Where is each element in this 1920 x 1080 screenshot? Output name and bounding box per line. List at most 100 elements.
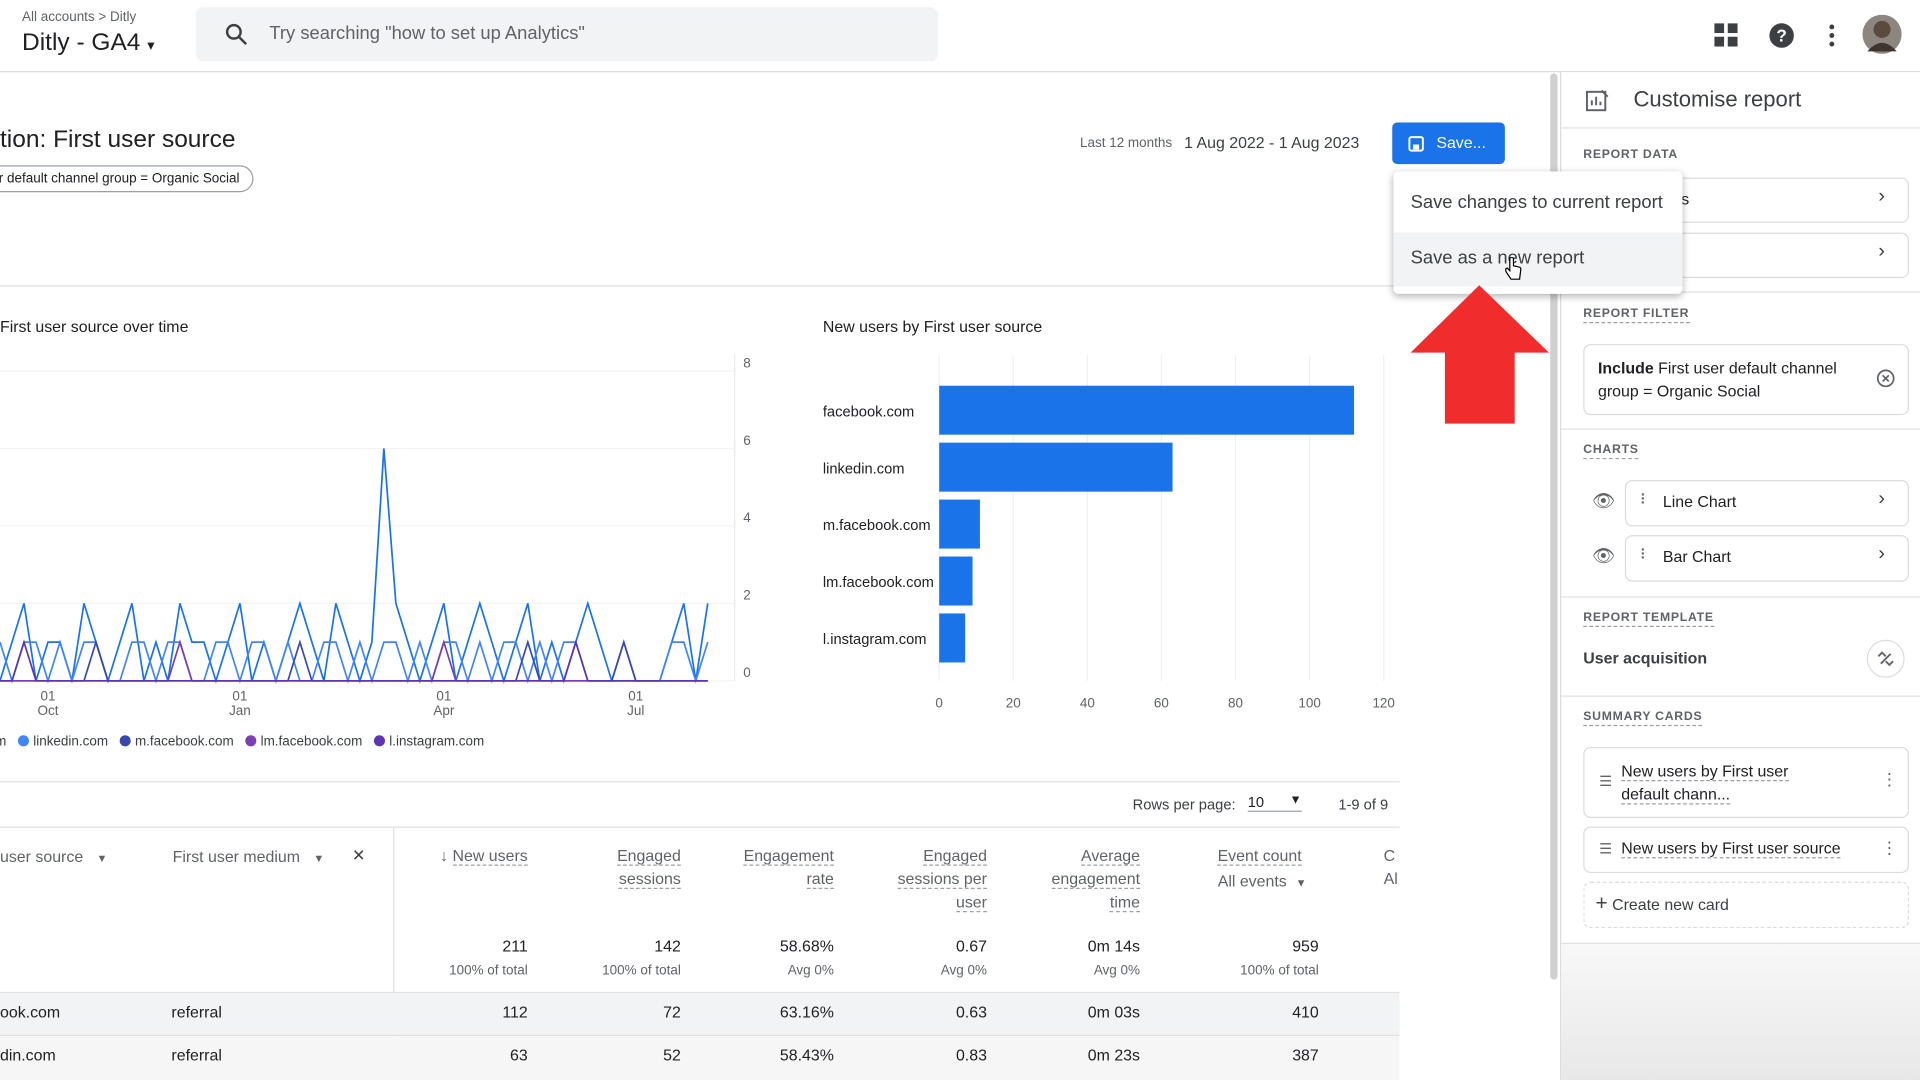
cell: 410 — [1292, 1002, 1319, 1022]
legend-marker — [119, 735, 131, 747]
menu-hover — [1393, 232, 1683, 287]
column-divider — [393, 826, 395, 1080]
summary-card[interactable] — [1583, 826, 1909, 874]
y-tick-label: 6 — [743, 433, 750, 448]
total-sub: 100% of total — [449, 963, 528, 979]
divider — [1561, 428, 1920, 430]
x-tick-label: 01 Jan — [229, 688, 251, 718]
metric-label: New users — [452, 846, 528, 866]
scrollbar[interactable] — [1550, 73, 1558, 980]
date-range[interactable]: 1 Aug 2022 - 1 Aug 2023 — [1184, 133, 1360, 152]
x-tick-label: 40 — [1080, 696, 1095, 711]
cell: ook.com — [0, 1002, 61, 1022]
bar — [939, 499, 980, 549]
metric-header[interactable]: Engaged sessions per user — [882, 844, 987, 914]
remove-dimension[interactable]: × — [352, 843, 365, 867]
dimension-header[interactable]: First user medium ▼ — [172, 847, 325, 866]
divider — [0, 991, 1400, 994]
event-filter[interactable]: All events ▼ — [1217, 871, 1307, 891]
apps-icon[interactable] — [1714, 23, 1738, 47]
cell: 387 — [1292, 1045, 1319, 1065]
remove-filter[interactable] — [1876, 369, 1896, 389]
card-text: New users by First user default chann... — [1621, 761, 1789, 805]
filter-box[interactable] — [1583, 344, 1909, 416]
search-box[interactable]: Try searching "how to set up Analytics" — [195, 7, 938, 62]
crumb[interactable]: All accounts — [22, 9, 95, 25]
menu-item[interactable]: Save as a new report — [1410, 247, 1585, 269]
drag-handle: ⠇ — [1639, 546, 1651, 564]
x-tick-label: 60 — [1154, 696, 1169, 711]
cell: 63.16% — [779, 1002, 834, 1022]
breadcrumb[interactable]: All accounts > Ditly — [22, 9, 137, 25]
legend-label: m — [0, 734, 6, 749]
divider — [1561, 596, 1920, 598]
dimension-header[interactable]: user source ▼ — [0, 847, 108, 866]
y-tick-label: 2 — [743, 588, 750, 603]
metric-header[interactable]: C Al — [1384, 844, 1401, 891]
save-menu: Save changes to current report Save as a… — [1393, 171, 1683, 294]
avatar[interactable] — [1862, 14, 1902, 54]
create-card-text: Create new card — [1612, 895, 1729, 914]
property-selector[interactable]: Ditly - GA4 ▾ — [22, 29, 155, 57]
metric-header[interactable]: Engaged sessions — [607, 844, 681, 891]
x-tick-label: 01 Jul — [627, 688, 644, 718]
help-icon[interactable]: ? — [1768, 22, 1795, 49]
metric-header[interactable]: Engagement rate — [730, 844, 834, 891]
report-title: tion: First user source — [0, 126, 236, 154]
customise-icon — [1585, 89, 1609, 112]
card-label: New users by First user source — [1621, 838, 1841, 859]
legend-label: linkedin.com — [33, 734, 108, 749]
bar — [939, 385, 1355, 435]
total-sub: Avg 0% — [787, 963, 834, 979]
menu-item[interactable]: Save changes to current report — [1410, 192, 1663, 214]
more-icon[interactable] — [1827, 23, 1837, 47]
metric-header[interactable]: ↓ New users — [440, 846, 528, 866]
y-tick-label: m.facebook.com — [823, 518, 931, 534]
summary-card[interactable] — [1583, 746, 1909, 818]
card-menu[interactable]: ⋮ — [1880, 768, 1898, 789]
chart-item[interactable] — [1624, 535, 1909, 582]
legend-label: l.instagram.com — [389, 734, 484, 749]
bar-chart-title: New users by First user source — [822, 317, 1043, 336]
rows-per-page: 10 — [1247, 793, 1265, 811]
svg-text:?: ? — [1776, 26, 1786, 46]
section-label: REPORT FILTER — [1583, 307, 1690, 324]
card-text: New users by First user source — [1621, 838, 1841, 859]
line-chart-title: First user source over time — [0, 317, 189, 336]
legend-label: m.facebook.com — [135, 734, 234, 749]
crumb[interactable]: Ditly — [110, 9, 137, 25]
chevron: › — [1878, 543, 1885, 565]
create-card-label: + Create new card — [1595, 891, 1729, 915]
metric-header[interactable]: Average engagement time — [1035, 844, 1141, 914]
y-tick-label: facebook.com — [823, 404, 914, 420]
card-menu[interactable]: ⋮ — [1880, 837, 1898, 858]
row-bg — [0, 1035, 1400, 1080]
search-placeholder: Try searching "how to set up Analytics" — [269, 23, 585, 45]
bar — [939, 556, 973, 606]
template-name: User acquisition — [1583, 648, 1708, 668]
dimension-label: First user medium — [172, 847, 301, 866]
metric-header[interactable]: Event count — [1172, 844, 1302, 867]
create-card[interactable] — [1583, 881, 1909, 929]
section-label: CHARTS — [1583, 443, 1639, 460]
unlink-template[interactable] — [1866, 639, 1905, 678]
report-data-label: s — [1681, 189, 1690, 209]
bar — [939, 613, 966, 663]
chart-item[interactable] — [1624, 480, 1909, 527]
cell: referral — [171, 1045, 222, 1065]
divider — [0, 1034, 1400, 1036]
save-label: Save... — [1436, 133, 1486, 152]
divider — [1561, 695, 1920, 697]
save-icon — [1408, 136, 1424, 152]
rows-per-page-select[interactable]: 10 ▼ — [1247, 793, 1302, 812]
visibility-toggle[interactable]: 👁︎ — [1591, 546, 1616, 567]
metric-label: Engaged sessions — [617, 846, 681, 889]
topbar-border — [0, 71, 1920, 73]
filter-chip[interactable]: r default channel group = Organic Social — [0, 165, 253, 193]
save-button[interactable]: Save... — [1392, 122, 1505, 165]
x-tick-label: 20 — [1006, 696, 1021, 711]
visibility-toggle[interactable]: 👁︎ — [1591, 491, 1616, 512]
